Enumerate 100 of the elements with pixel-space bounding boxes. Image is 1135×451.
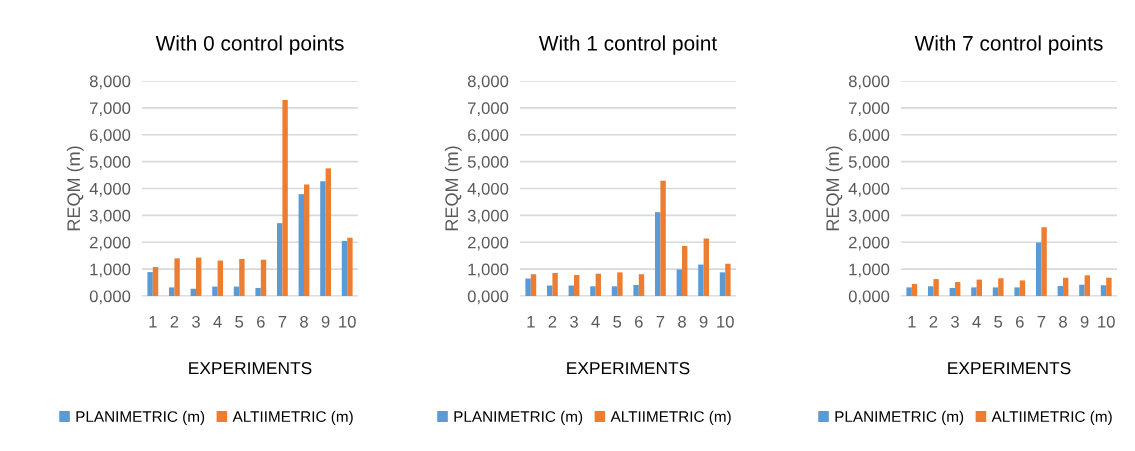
x-axis-title: EXPERIMENTS — [948, 361, 1071, 375]
bar — [174, 258, 180, 296]
y-tick-label: 1,000 — [468, 263, 509, 278]
y-tick-label: 1,000 — [90, 263, 131, 278]
x-tick-label: 7 — [1037, 316, 1046, 328]
x-tick-label: 3 — [570, 315, 578, 328]
bar — [277, 223, 283, 296]
bar — [1057, 286, 1063, 296]
y-tick-label: 5,000 — [848, 156, 890, 170]
x-tick-label: 10 — [1098, 315, 1115, 328]
bar — [347, 237, 353, 296]
bar — [1063, 277, 1069, 296]
legend-label: PLANIMETRIC (m) — [454, 410, 583, 426]
y-tick-label: 2,000 — [90, 236, 131, 251]
y-axis-title: REQM (m) — [825, 146, 843, 231]
x-axis-title: EXPERIMENTS — [189, 361, 312, 375]
bar — [998, 278, 1004, 296]
bar — [325, 168, 331, 296]
y-tick-label: 0,000 — [848, 290, 890, 305]
x-tick-label: 8 — [300, 315, 308, 328]
y-tick-label: 4,000 — [848, 182, 890, 197]
bar — [552, 272, 558, 296]
bar — [633, 284, 639, 296]
legend-label: PLANIMETRIC (m) — [76, 410, 205, 426]
x-tick-label: 4 — [213, 316, 222, 328]
bar — [212, 286, 218, 296]
bar — [703, 238, 709, 296]
x-tick-label: 7 — [278, 316, 287, 328]
x-tick-label: 7 — [656, 316, 665, 328]
bar — [574, 275, 580, 296]
x-tick-label: 3 — [951, 315, 959, 328]
x-tick-label: 9 — [699, 315, 708, 328]
y-tick-label: 7,000 — [468, 102, 509, 117]
bar — [725, 263, 731, 296]
bar — [719, 272, 726, 296]
x-tick-label: 1 — [908, 316, 916, 328]
bar — [190, 288, 196, 296]
bar — [655, 212, 661, 296]
bar — [906, 287, 912, 296]
x-tick-label: 5 — [994, 316, 1003, 328]
y-tick-label: 6,000 — [468, 129, 509, 143]
y-tick-label: 7,000 — [90, 102, 131, 117]
chart-title: With 7 control points — [914, 35, 1103, 55]
bar — [196, 257, 202, 296]
y-tick-label: 0,000 — [467, 290, 509, 305]
bar — [698, 264, 704, 296]
x-tick-label: 2 — [548, 315, 557, 328]
legend-label: PLANIMETRIC (m) — [835, 410, 964, 426]
y-tick-label: 2,000 — [849, 236, 890, 251]
bar — [320, 181, 326, 296]
y-axis-title: REQM (m) — [444, 146, 462, 231]
bar — [1084, 275, 1090, 296]
x-tick-label: 2 — [170, 315, 179, 328]
bar — [949, 287, 955, 296]
bar — [525, 278, 531, 296]
x-tick-label: 8 — [1059, 315, 1067, 328]
bar — [638, 274, 645, 296]
bar — [217, 260, 223, 296]
x-tick-label: 3 — [192, 315, 200, 328]
y-tick-label: 5,000 — [89, 156, 131, 170]
x-tick-label: 6 — [635, 315, 643, 328]
bar — [955, 282, 961, 296]
bar — [595, 273, 601, 296]
bar — [976, 279, 982, 296]
bar — [152, 266, 159, 296]
x-tick-label: 2 — [929, 315, 938, 328]
bar — [928, 286, 934, 296]
bar — [1100, 285, 1107, 296]
bar — [260, 259, 267, 296]
bar — [282, 100, 288, 296]
legend-label: ALTIIMETRIC (m) — [991, 410, 1112, 426]
bar — [911, 283, 918, 296]
bar — [933, 279, 939, 296]
bar — [530, 274, 537, 296]
legend-label: ALTIIMETRIC (m) — [610, 410, 731, 426]
bar — [660, 180, 666, 296]
y-tick-label: 3,000 — [467, 209, 509, 224]
bar — [590, 286, 596, 296]
x-tick-label: 10 — [717, 315, 734, 328]
y-tick-label: 5,000 — [467, 156, 509, 170]
y-tick-label: 4,000 — [467, 182, 509, 197]
x-tick-label: 9 — [1080, 315, 1089, 328]
bar — [1036, 242, 1042, 296]
x-tick-label: 6 — [1016, 315, 1024, 328]
bar — [676, 269, 682, 296]
bar — [304, 184, 310, 296]
x-tick-label: 5 — [235, 316, 244, 328]
y-tick-label: 8,000 — [89, 75, 131, 90]
y-tick-label: 3,000 — [89, 209, 131, 224]
y-tick-label: 6,000 — [90, 129, 131, 143]
x-axis-title: EXPERIMENTS — [567, 361, 690, 375]
bar — [341, 240, 348, 296]
y-tick-label: 4,000 — [89, 182, 131, 197]
x-tick-label: 5 — [613, 316, 622, 328]
y-tick-label: 3,000 — [848, 209, 890, 224]
y-tick-label: 8,000 — [467, 75, 509, 90]
x-tick-label: 1 — [149, 316, 157, 328]
bar — [971, 287, 977, 296]
bar — [147, 272, 153, 296]
y-tick-label: 2,000 — [468, 236, 509, 251]
